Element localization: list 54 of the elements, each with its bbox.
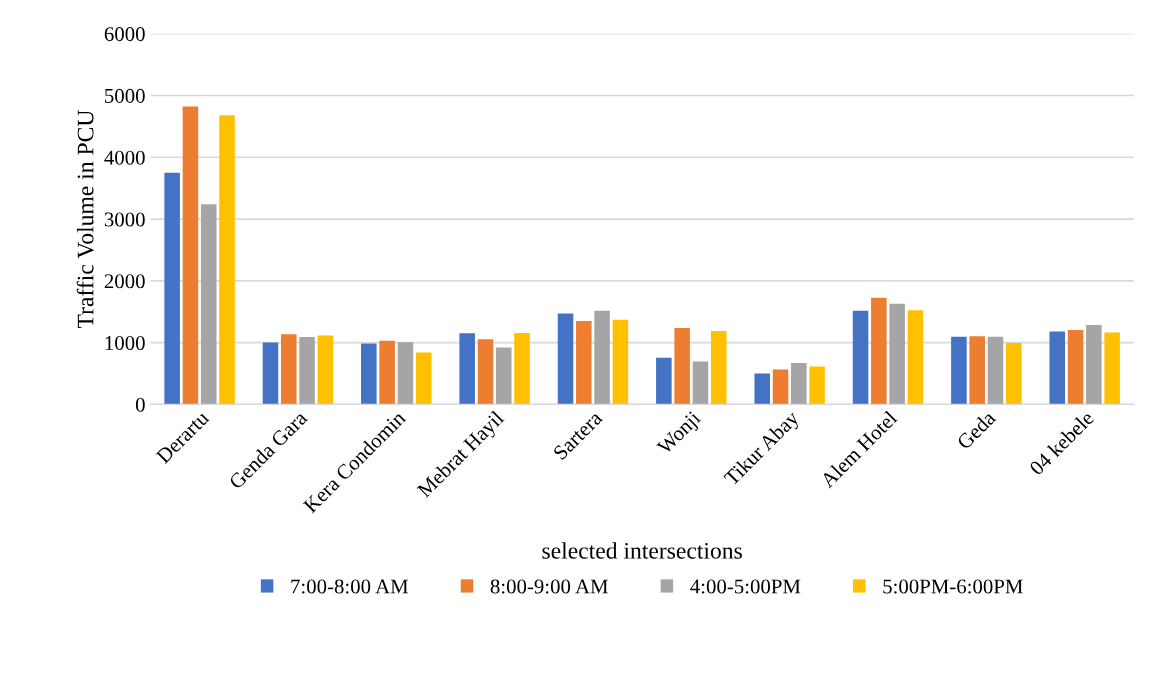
bar <box>889 303 905 405</box>
bar <box>262 342 279 405</box>
bar <box>951 336 967 405</box>
bar <box>557 313 574 405</box>
bar <box>852 310 869 405</box>
bar <box>656 357 672 405</box>
y-tick-label: 3000 <box>104 212 145 227</box>
bar <box>317 335 334 405</box>
bar <box>361 343 377 405</box>
bar <box>692 361 709 405</box>
bar <box>710 330 727 405</box>
bar <box>1086 325 1102 405</box>
y-tick-label: 1000 <box>105 335 145 351</box>
bar <box>791 363 807 405</box>
bar <box>907 310 924 405</box>
bar <box>1006 342 1022 405</box>
y-tick-label: 4000 <box>104 150 145 165</box>
y-tick-label: 0 <box>135 397 145 412</box>
bar <box>415 352 432 405</box>
bar <box>1104 332 1120 405</box>
bar <box>772 369 789 405</box>
bar <box>969 336 985 405</box>
legend-label: 4:00-5:00PM <box>690 579 801 594</box>
bar <box>495 347 512 405</box>
bar <box>379 340 395 405</box>
x-axis-title: selected intersections <box>542 542 742 559</box>
bar <box>594 310 610 405</box>
y-axis-title: Traffic Volume in PCU <box>76 110 94 329</box>
bar <box>809 366 825 405</box>
legend-label: 7:00-8:00 AM <box>291 579 409 594</box>
bar <box>299 337 315 405</box>
bar <box>871 297 887 405</box>
legend-label: 8:00-9:00 AM <box>490 579 608 594</box>
bar <box>754 373 770 405</box>
bar <box>576 320 592 405</box>
x-tick-label: Geda <box>955 409 997 451</box>
y-tick-label: 6000 <box>104 27 145 42</box>
bar <box>1049 331 1066 405</box>
bar <box>514 333 530 405</box>
bar <box>674 328 690 405</box>
bar <box>477 339 494 405</box>
bar <box>612 319 629 405</box>
y-tick-label: 2000 <box>104 274 145 289</box>
bar <box>281 334 297 405</box>
bar <box>1067 329 1084 405</box>
bar <box>182 106 199 405</box>
bar <box>219 115 235 405</box>
y-tick-label: 5000 <box>105 88 145 103</box>
bar <box>397 342 414 405</box>
bar <box>459 333 475 405</box>
bar <box>200 204 217 405</box>
legend-label: 5:00PM-6:00PM <box>883 579 1023 594</box>
bar <box>987 336 1004 405</box>
bar <box>164 172 180 405</box>
